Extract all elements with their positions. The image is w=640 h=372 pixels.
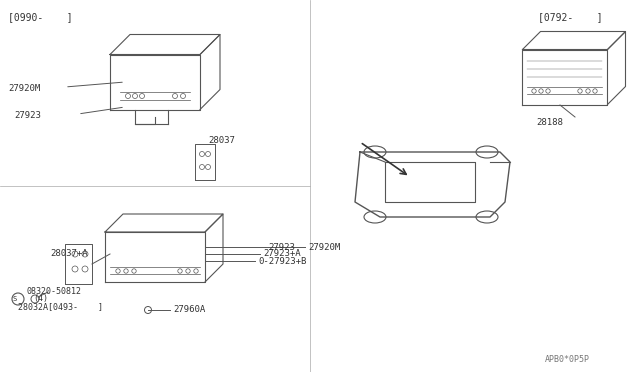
Text: 27923: 27923 <box>14 110 41 119</box>
Text: 27923: 27923 <box>268 243 295 251</box>
Text: 27923+A: 27923+A <box>263 250 301 259</box>
Text: 28188: 28188 <box>536 118 563 126</box>
Text: 27920M: 27920M <box>308 243 340 251</box>
Text: 0-27923+B: 0-27923+B <box>258 257 307 266</box>
Text: [0990-    ]: [0990- ] <box>8 12 72 22</box>
Text: 28037+A: 28037+A <box>50 250 88 259</box>
Text: 28032A[0493-    ]: 28032A[0493- ] <box>18 302 103 311</box>
Text: (4): (4) <box>33 295 48 304</box>
Text: 27960A: 27960A <box>173 305 205 314</box>
Text: APB0*0P5P: APB0*0P5P <box>545 356 590 365</box>
Text: 28037: 28037 <box>208 135 235 144</box>
Text: 08320-50812: 08320-50812 <box>26 286 81 295</box>
Text: S: S <box>13 296 17 302</box>
Text: 27920M: 27920M <box>8 83 40 93</box>
Text: [0792-    ]: [0792- ] <box>538 12 603 22</box>
